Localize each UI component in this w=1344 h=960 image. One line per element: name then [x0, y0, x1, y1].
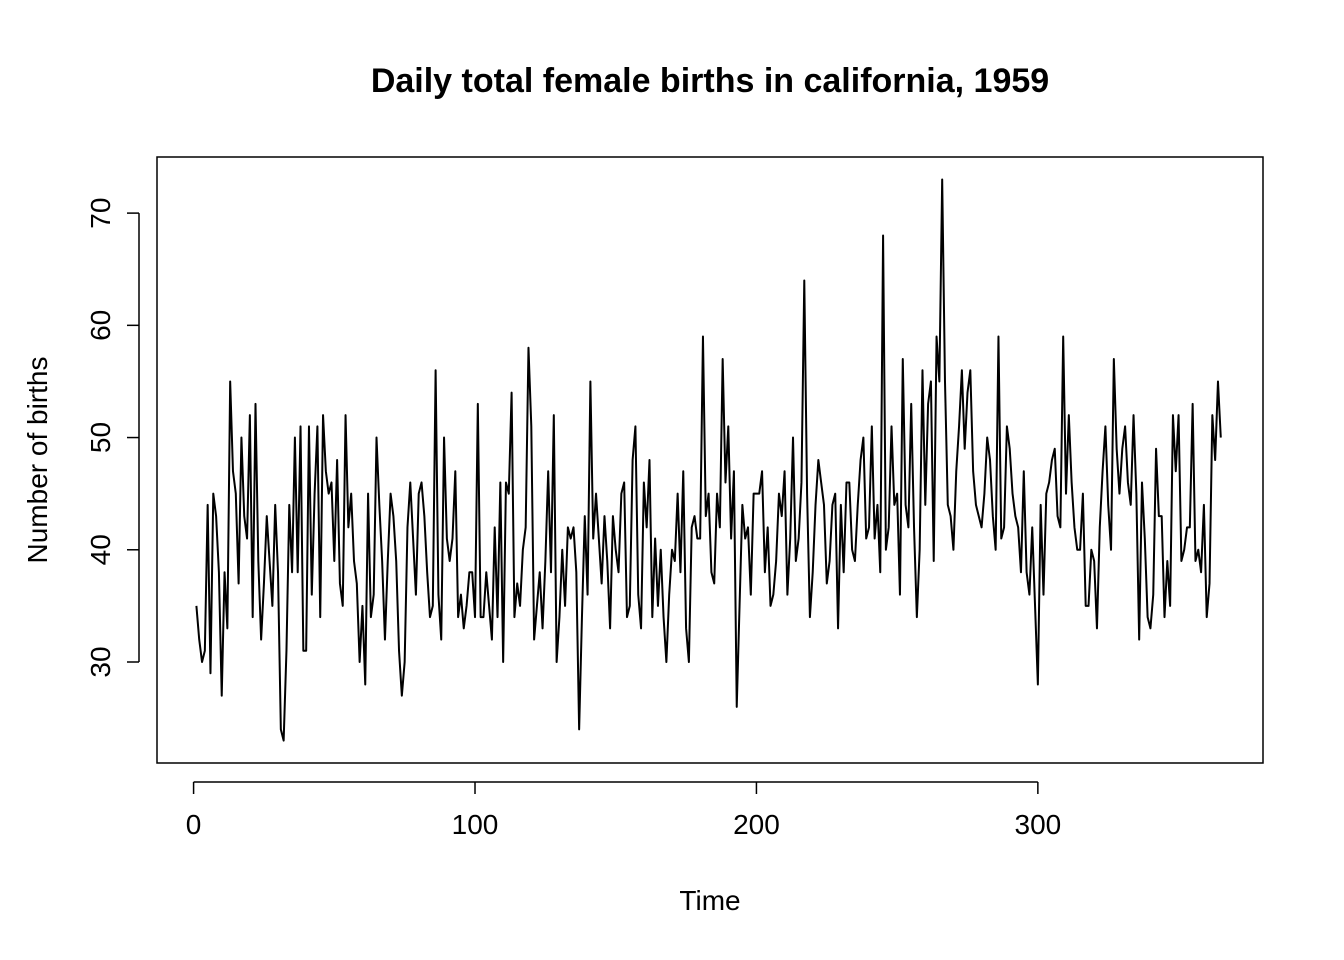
y-tick-label: 60: [85, 310, 116, 341]
y-tick-label: 30: [85, 646, 116, 677]
y-axis-label: Number of births: [22, 357, 53, 564]
series-line: [195, 178, 1222, 742]
x-tick-label: 300: [1015, 809, 1062, 840]
y-tick-label: 50: [85, 422, 116, 453]
y-axis: 30 40 50 60 70: [85, 198, 140, 678]
y-tick-label: 40: [85, 534, 116, 565]
chart-title: Daily total female births in california,…: [371, 62, 1049, 100]
x-axis-label: Time: [679, 885, 740, 916]
plot-frame: [156, 156, 1264, 764]
x-tick-label: 200: [733, 809, 780, 840]
x-tick-label: 100: [452, 809, 499, 840]
x-axis: 0 100 200 300: [186, 781, 1062, 840]
y-tick-label: 70: [85, 198, 116, 229]
x-tick-label: 0: [186, 809, 202, 840]
